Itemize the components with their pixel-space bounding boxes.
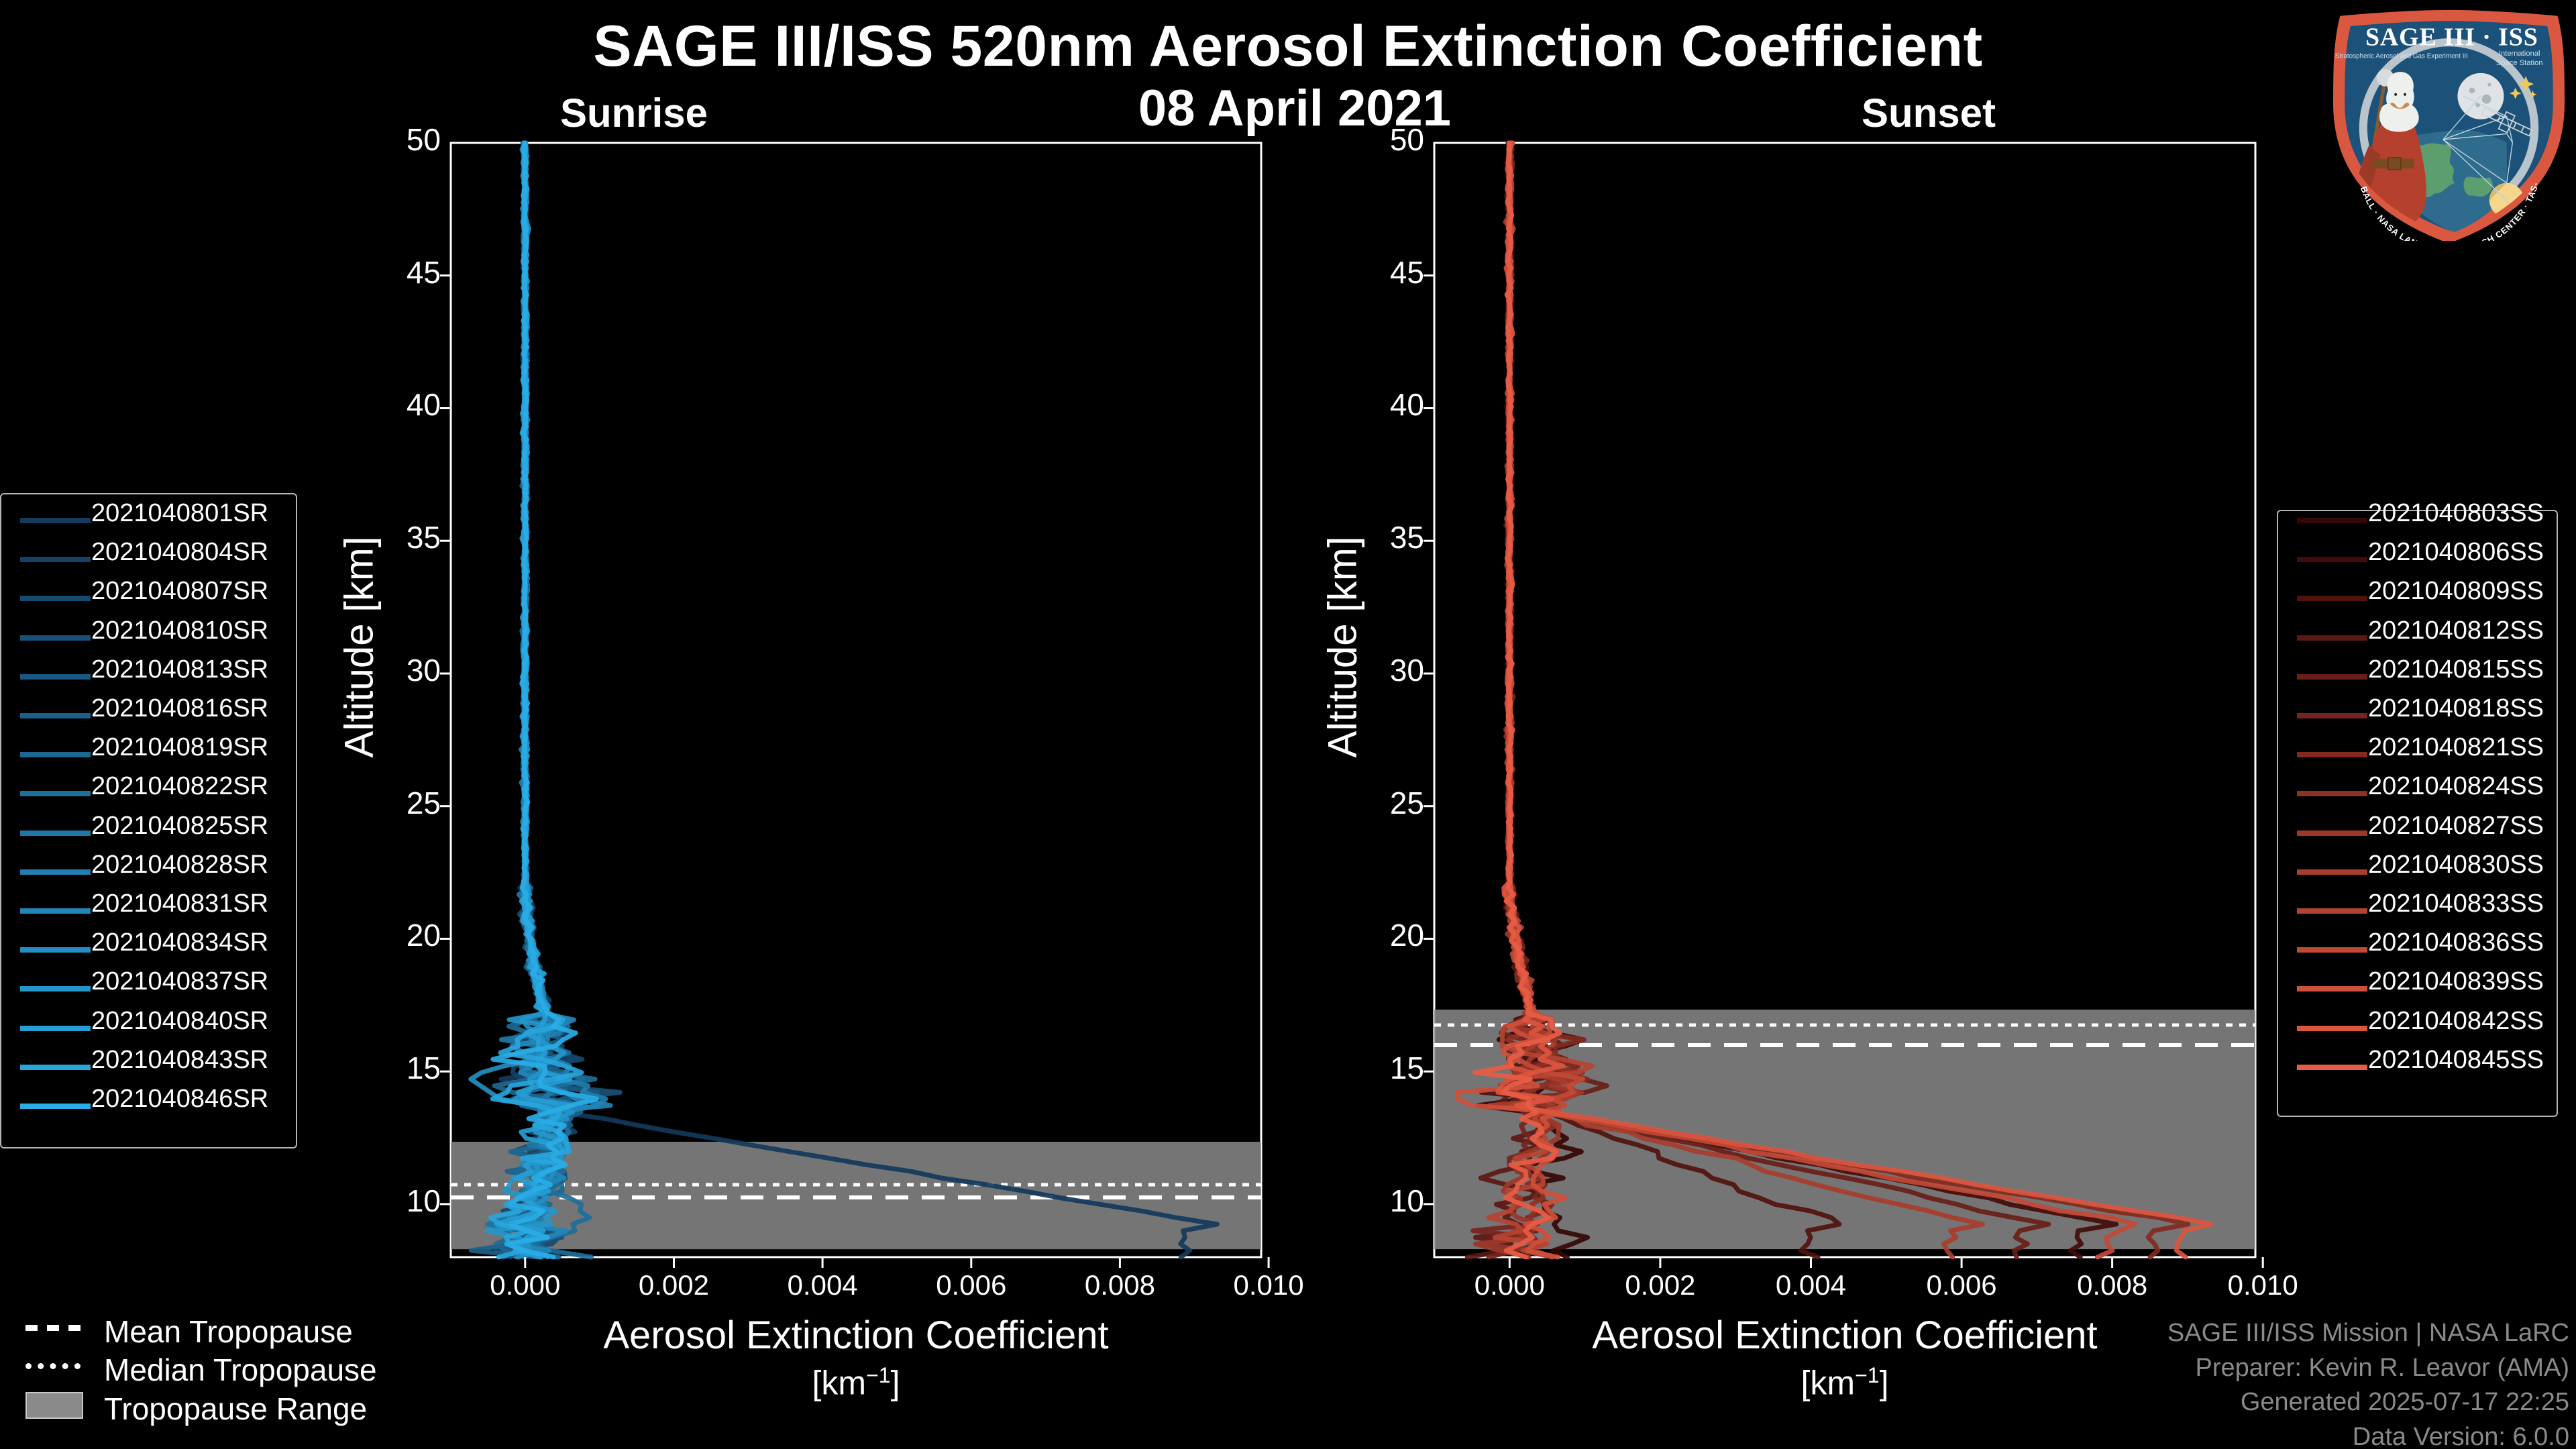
- svg-text:Space Station: Space Station: [2496, 59, 2543, 67]
- svg-text:Stratospheric Aerosol and Gas: Stratospheric Aerosol and Gas Experiment…: [2335, 52, 2468, 60]
- svg-text:International: International: [2499, 50, 2540, 58]
- svg-text:SAGE III · ISS: SAGE III · ISS: [2365, 23, 2538, 51]
